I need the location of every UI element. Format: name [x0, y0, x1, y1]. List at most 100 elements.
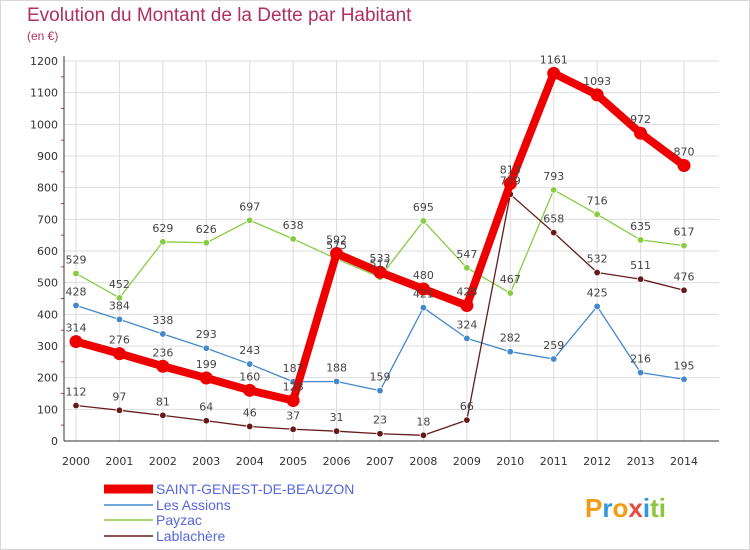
data-point [159, 411, 167, 420]
data-point [503, 177, 517, 191]
data-point [202, 344, 210, 352]
data-label: 81 [156, 395, 170, 408]
data-label: 779 [500, 174, 521, 187]
data-point [246, 216, 254, 224]
data-point [550, 186, 558, 194]
data-point [72, 301, 80, 310]
data-point [202, 239, 210, 247]
data-point [593, 268, 601, 277]
x-tick-label: 2006 [323, 455, 351, 468]
data-point [419, 303, 428, 312]
data-point [72, 401, 80, 410]
data-label: 547 [456, 248, 477, 261]
data-label: 236 [152, 346, 173, 359]
data-point [634, 126, 648, 140]
y-tick-label: 100 [37, 403, 58, 416]
data-point [159, 238, 167, 246]
data-label: 517 [370, 257, 391, 270]
data-point [550, 228, 558, 237]
data-label: 187 [283, 362, 304, 375]
data-label: 476 [674, 270, 695, 283]
data-label: 188 [326, 361, 347, 374]
data-point [156, 359, 170, 373]
data-label: 452 [109, 278, 130, 291]
data-label: 314 [66, 322, 87, 335]
data-label: 160 [239, 370, 260, 383]
data-point [332, 377, 341, 386]
data-point [246, 422, 254, 431]
y-tick-label: 200 [37, 372, 58, 385]
data-point [159, 330, 167, 338]
data-point [69, 335, 83, 349]
data-label: 638 [283, 219, 304, 232]
data-point [376, 430, 384, 438]
data-point [115, 406, 124, 414]
data-label: 467 [500, 273, 521, 286]
data-point [506, 348, 514, 356]
data-label: 259 [543, 339, 564, 352]
data-labels-3: 112 97 81 64 46 37 31 23 18 66 779 658 532 511 476 [66, 174, 695, 428]
data-label: 972 [630, 113, 651, 126]
y-tick-label: 300 [37, 340, 58, 353]
data-label: 64 [199, 401, 213, 414]
data-point [590, 88, 604, 102]
data-point [419, 217, 428, 225]
data-label: 697 [239, 200, 260, 213]
data-label: 592 [326, 234, 347, 247]
data-label: 635 [630, 220, 651, 233]
data-label: 18 [416, 415, 430, 428]
data-point [199, 371, 213, 385]
data-point [373, 265, 387, 279]
data-point [680, 241, 688, 250]
data-label: 276 [109, 334, 130, 347]
data-label: 511 [630, 259, 651, 272]
data-label: 425 [587, 286, 608, 299]
data-point [115, 315, 124, 324]
data-label: 338 [152, 314, 173, 327]
data-label: 617 [674, 226, 695, 239]
y-tick-label: 600 [37, 245, 58, 258]
y-tick-label: 0 [51, 435, 58, 448]
data-point [72, 269, 80, 278]
data-label: 128 [283, 380, 304, 393]
data-label: 575 [326, 239, 347, 252]
data-label: 112 [66, 386, 87, 399]
data-label: 324 [456, 318, 477, 331]
data-label: 421 [413, 288, 434, 301]
data-point [463, 264, 471, 272]
chart-title: Evolution du Montant de la Dette par Hab… [27, 5, 412, 26]
data-point [680, 286, 688, 294]
data-label: 529 [66, 253, 87, 266]
data-point [115, 294, 124, 302]
data-point [547, 66, 561, 80]
data-point [677, 159, 691, 172]
data-point [463, 416, 471, 424]
y-tick-label: 800 [37, 182, 58, 195]
data-point [593, 210, 601, 218]
y-tick-label: 900 [37, 150, 58, 163]
brand-logo: Proxiti [585, 493, 666, 523]
data-label: 37 [286, 409, 300, 422]
x-tick-label: 2008 [409, 455, 437, 468]
x-tick-label: 2014 [670, 455, 698, 468]
data-point [289, 235, 297, 243]
data-point [636, 236, 645, 244]
data-label: 46 [243, 406, 257, 419]
data-label: 532 [587, 253, 608, 266]
chart-unit: (en €) [27, 29, 59, 43]
data-point [419, 431, 428, 439]
x-tick-label: 2012 [583, 455, 611, 468]
x-tick-label: 2010 [496, 455, 524, 468]
data-label: 195 [674, 359, 695, 372]
x-tick-label: 2005 [279, 455, 307, 468]
data-label: 428 [456, 285, 477, 298]
data-label: 629 [152, 222, 173, 235]
grid-lines [61, 60, 719, 442]
x-tick-label: 2013 [627, 455, 655, 468]
data-label: 1093 [583, 75, 611, 88]
data-point [286, 393, 300, 407]
data-label: 1161 [540, 53, 568, 66]
series-3 [72, 190, 688, 439]
